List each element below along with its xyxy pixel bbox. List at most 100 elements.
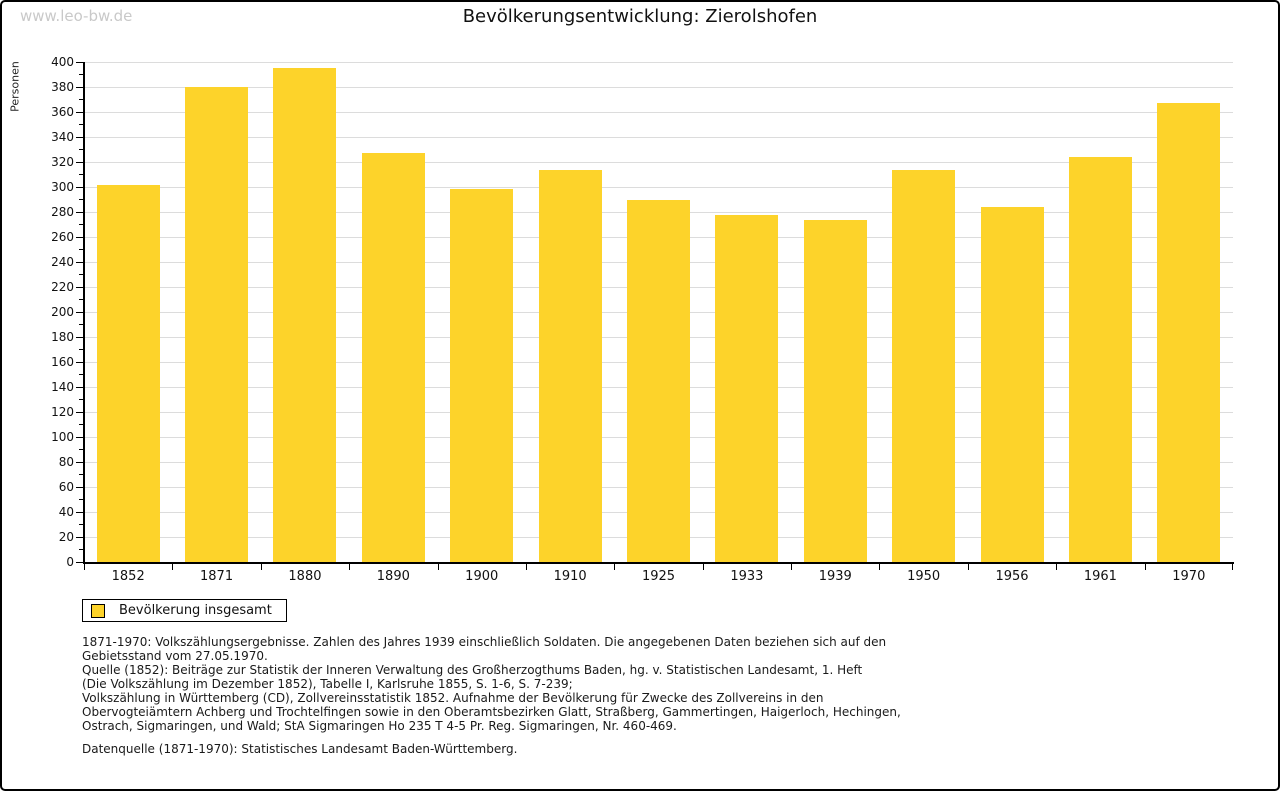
x-axis-tick-4 bbox=[437, 564, 439, 570]
y-axis-tick-40 bbox=[76, 511, 84, 513]
gridline-400 bbox=[84, 61, 1233, 63]
bar-1900 bbox=[450, 189, 514, 562]
bar-1880 bbox=[273, 67, 337, 562]
legend-label: Bevölkerung insgesamt bbox=[119, 603, 272, 618]
bar-1956 bbox=[980, 206, 1044, 562]
y-axis-label-280: 280 bbox=[51, 204, 74, 219]
y-axis-tick-260 bbox=[76, 236, 84, 238]
y-axis-tick-10 bbox=[79, 549, 84, 551]
x-axis-label-1880: 1880 bbox=[288, 569, 322, 584]
y-axis-tick-200 bbox=[76, 311, 84, 313]
footer-datasource: Datenquelle (1871-1970): Statistisches L… bbox=[82, 742, 518, 756]
y-axis-tick-160 bbox=[76, 361, 84, 363]
bar-1950 bbox=[892, 170, 956, 562]
y-axis-tick-140 bbox=[76, 386, 84, 388]
x-axis-tick-2 bbox=[260, 564, 262, 570]
y-axis-tick-370 bbox=[79, 99, 84, 101]
y-axis-tick-170 bbox=[79, 349, 84, 351]
gridline-300 bbox=[84, 186, 1233, 188]
y-axis-label-140: 140 bbox=[51, 379, 74, 394]
x-axis-tick-13 bbox=[1232, 564, 1233, 570]
y-axis-label-220: 220 bbox=[51, 279, 74, 294]
y-axis-tick-310 bbox=[79, 174, 84, 176]
y-axis-tick-90 bbox=[79, 449, 84, 451]
y-axis-label-340: 340 bbox=[51, 129, 74, 144]
y-axis-label-200: 200 bbox=[51, 304, 74, 319]
y-axis-label-380: 380 bbox=[51, 79, 74, 94]
x-axis-tick-11 bbox=[1056, 564, 1058, 570]
y-axis-label-120: 120 bbox=[51, 404, 74, 419]
bar-1939 bbox=[803, 220, 867, 562]
x-axis-label-1910: 1910 bbox=[553, 569, 587, 584]
y-axis-label-300: 300 bbox=[51, 179, 74, 194]
y-axis-label-60: 60 bbox=[58, 479, 74, 494]
gridline-340 bbox=[84, 136, 1233, 138]
y-axis-tick-300 bbox=[76, 186, 84, 188]
y-axis-tick-280 bbox=[76, 211, 84, 213]
y-axis-tick-220 bbox=[76, 286, 84, 288]
y-axis-tick-380 bbox=[76, 86, 84, 88]
y-axis-tick-270 bbox=[79, 224, 84, 226]
legend-box: Bevölkerung insgesamt bbox=[82, 599, 287, 622]
y-axis-tick-400 bbox=[76, 61, 84, 63]
bar-1961 bbox=[1068, 156, 1132, 562]
x-axis-tick-3 bbox=[349, 564, 351, 570]
y-axis-label-100: 100 bbox=[51, 429, 74, 444]
x-axis-label-1852: 1852 bbox=[111, 569, 145, 584]
y-axis-label-400: 400 bbox=[51, 54, 74, 69]
y-axis-tick-360 bbox=[76, 111, 84, 113]
x-axis-tick-6 bbox=[614, 564, 616, 570]
y-axis-label-160: 160 bbox=[51, 354, 74, 369]
x-axis-label-1890: 1890 bbox=[376, 569, 410, 584]
bar-1852 bbox=[96, 185, 160, 562]
gridline-320 bbox=[84, 161, 1233, 163]
y-axis-label-260: 260 bbox=[51, 229, 74, 244]
y-axis-tick-50 bbox=[79, 499, 84, 501]
y-axis-label-0: 0 bbox=[66, 555, 74, 569]
y-axis-tick-110 bbox=[79, 424, 84, 426]
legend-swatch-icon bbox=[91, 603, 105, 618]
x-axis-label-1933: 1933 bbox=[730, 569, 764, 584]
y-axis-tick-120 bbox=[76, 411, 84, 413]
y-axis-tick-180 bbox=[76, 336, 84, 338]
x-axis-tick-0 bbox=[84, 564, 85, 570]
y-axis-tick-20 bbox=[76, 536, 84, 538]
bar-1925 bbox=[627, 200, 690, 562]
y-axis-tick-290 bbox=[79, 199, 84, 201]
gridline-360 bbox=[84, 111, 1233, 113]
y-axis-tick-0 bbox=[76, 562, 84, 563]
bar-1970 bbox=[1157, 102, 1221, 562]
y-axis-tick-390 bbox=[79, 74, 84, 75]
x-axis-label-1961: 1961 bbox=[1083, 569, 1117, 584]
y-axis-tick-330 bbox=[79, 149, 84, 151]
y-axis-tick-320 bbox=[76, 161, 84, 163]
x-axis-tick-5 bbox=[525, 564, 527, 570]
y-axis-line bbox=[83, 61, 85, 564]
y-axis-label-360: 360 bbox=[51, 104, 74, 119]
x-axis-tick-9 bbox=[879, 564, 881, 570]
x-axis-label-1900: 1900 bbox=[465, 569, 499, 584]
y-axis-label-180: 180 bbox=[51, 329, 74, 344]
bar-1871 bbox=[185, 86, 249, 562]
y-axis-tick-130 bbox=[79, 399, 84, 401]
y-axis-label-20: 20 bbox=[58, 529, 74, 544]
x-axis-label-1925: 1925 bbox=[641, 569, 676, 584]
y-axis-tick-230 bbox=[79, 274, 84, 276]
chart-title: Bevölkerungsentwicklung: Zierolshofen bbox=[462, 6, 818, 27]
bar-1910 bbox=[538, 170, 602, 562]
x-axis-label-1950: 1950 bbox=[907, 569, 941, 584]
x-axis-tick-10 bbox=[967, 564, 969, 570]
y-axis-label-240: 240 bbox=[51, 254, 74, 269]
y-axis-tick-30 bbox=[79, 524, 84, 526]
x-axis-tick-8 bbox=[791, 564, 793, 570]
y-axis-tick-60 bbox=[76, 486, 84, 488]
bar-1890 bbox=[361, 152, 425, 562]
x-axis-line bbox=[83, 562, 1234, 564]
y-axis-tick-350 bbox=[79, 124, 84, 126]
y-axis-tick-250 bbox=[79, 249, 84, 251]
y-axis-tick-340 bbox=[76, 136, 84, 138]
watermark: www.leo-bw.de bbox=[20, 7, 133, 25]
footer-source-notes: 1871-1970: Volkszählungsergebnisse. Zahl… bbox=[82, 635, 901, 733]
